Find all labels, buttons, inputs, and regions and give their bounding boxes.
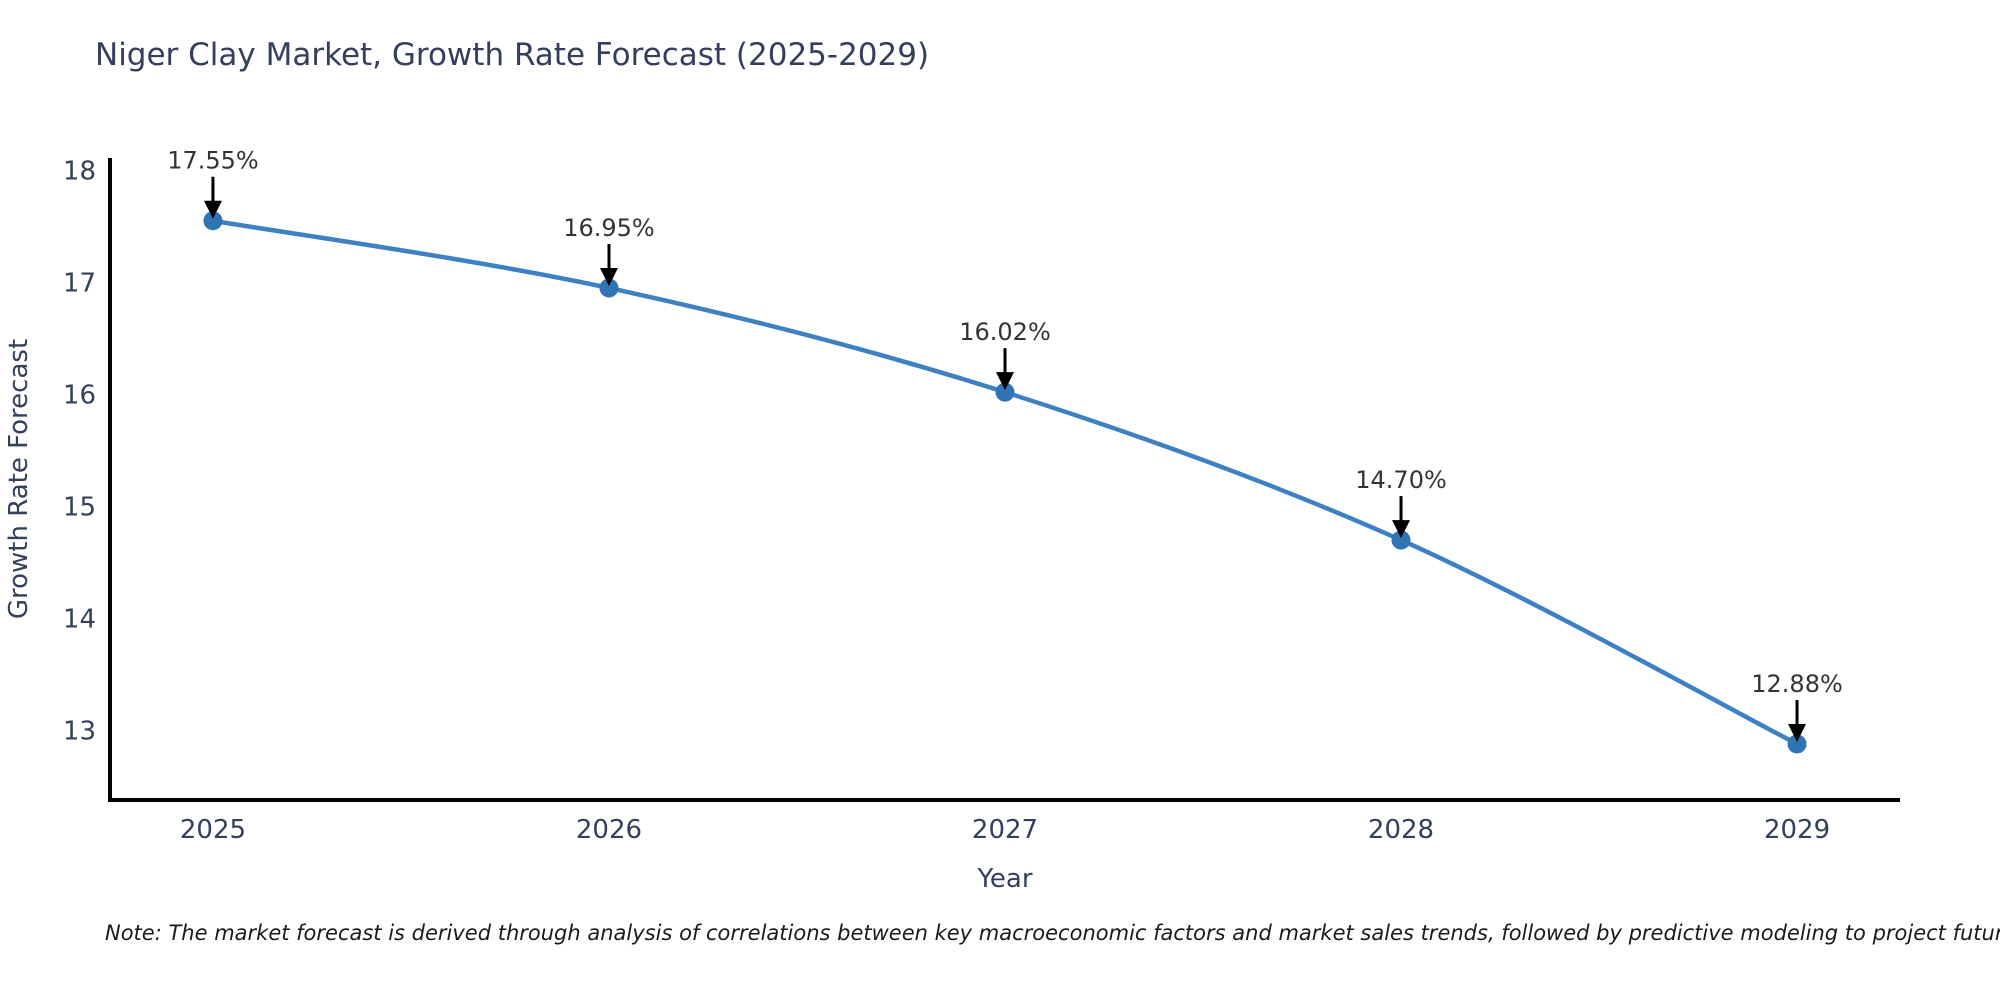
point-annotation: 16.95% xyxy=(563,214,655,286)
annotation-arrowhead xyxy=(1788,723,1807,742)
y-tick-label: 16 xyxy=(63,380,96,410)
chart-title: Niger Clay Market, Growth Rate Forecast … xyxy=(95,37,929,73)
x-tick-label: 2029 xyxy=(1764,815,1830,845)
data-point-marker xyxy=(599,278,619,298)
data-points xyxy=(203,211,1807,754)
point-annotation: 14.70% xyxy=(1355,466,1447,539)
x-tick-label: 2028 xyxy=(1368,815,1434,845)
x-tick-labels: 2025 2026 2027 2028 2029 xyxy=(180,815,1830,845)
point-annotations: 17.55% 16.95% 16.02% 14.70% 12.88% xyxy=(167,147,1843,742)
data-point-marker xyxy=(995,382,1015,402)
point-value-label: 16.95% xyxy=(563,214,655,242)
x-tick-label: 2027 xyxy=(972,815,1038,845)
x-axis-label: Year xyxy=(976,864,1032,894)
point-value-label: 16.02% xyxy=(959,318,1051,346)
data-point-marker xyxy=(1391,530,1411,550)
point-value-label: 14.70% xyxy=(1355,466,1447,494)
y-tick-label: 18 xyxy=(63,156,96,186)
x-tick-label: 2026 xyxy=(576,815,642,845)
data-point-marker xyxy=(1787,734,1807,754)
point-annotation: 16.02% xyxy=(959,318,1051,391)
y-tick-label: 14 xyxy=(63,604,96,634)
data-point-marker xyxy=(203,211,223,231)
trend-line xyxy=(210,218,1800,747)
point-value-label: 17.55% xyxy=(167,147,259,175)
axes xyxy=(108,158,1900,802)
y-axis-label: Growth Rate Forecast xyxy=(4,339,34,619)
y-tick-label: 13 xyxy=(63,717,96,747)
chart-footnote: Note: The market forecast is derived thr… xyxy=(105,921,2000,945)
annotation-arrowhead xyxy=(599,267,618,286)
point-annotation: 12.88% xyxy=(1751,670,1843,742)
y-tick-labels: 13 14 15 16 17 18 xyxy=(63,156,96,746)
annotation-arrowhead xyxy=(203,200,222,219)
point-value-label: 12.88% xyxy=(1751,670,1843,698)
y-tick-label: 15 xyxy=(63,492,96,522)
point-annotation: 17.55% xyxy=(167,147,259,219)
y-tick-label: 17 xyxy=(63,268,96,298)
annotation-arrowhead xyxy=(996,372,1014,391)
annotation-arrowhead xyxy=(1392,520,1411,539)
x-tick-label: 2025 xyxy=(180,815,246,845)
